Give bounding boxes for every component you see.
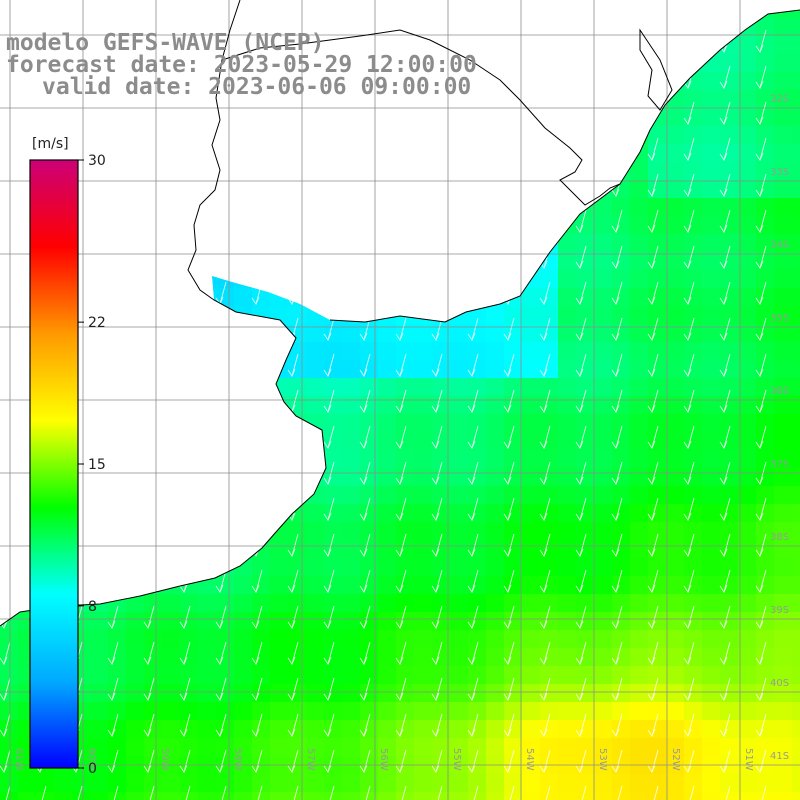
colorbar: [m/s] 30 22 15 8 0: [28, 128, 106, 777]
colorbar-tick-label: 22: [88, 315, 106, 331]
colorbar-gradient: [29, 159, 79, 769]
longitude-label: 57W: [305, 748, 316, 771]
longitude-label: 54W: [524, 748, 535, 771]
latitude-label: 41S: [770, 751, 789, 762]
latitude-label: 32S: [770, 94, 789, 105]
longitude-label: 52W: [670, 748, 681, 771]
latitude-label: 40S: [770, 678, 789, 689]
colorbar-tick-label: 0: [88, 761, 97, 777]
latitude-label: 37S: [770, 459, 789, 470]
valid-date: valid date: 2023-06-06 09:00:00: [42, 74, 472, 100]
longitude-label: 53W: [597, 748, 608, 771]
longitude-label: 61W: [13, 748, 24, 771]
colorbar-tick-label: 30: [88, 153, 106, 169]
latitude-label: 35S: [770, 313, 789, 324]
coastline-east: [221, 9, 800, 206]
coastline-river: [329, 183, 621, 323]
longitude-label: 56W: [378, 748, 389, 771]
forecast-date: forecast date: 2023-05-29 12:00:00: [6, 52, 477, 78]
latitude-label: 38S: [770, 532, 789, 543]
colorbar-tick-label: 8: [88, 599, 97, 615]
longitude-label: 55W: [451, 748, 462, 771]
longitude-label: 60W: [86, 748, 97, 771]
longitude-label: 51W: [743, 748, 754, 771]
colorbar-tick-label: 15: [88, 457, 106, 473]
latitude-labels: 32S 33S 34S 35S 36S 37S 38S 39S 40S 41S: [770, 94, 789, 762]
longitude-labels: 61W 60W 59W 58W 57W 56W 55W 54W 53W 52W 51W: [13, 748, 754, 771]
latitude-label: 36S: [770, 386, 789, 397]
model-title: modelo GEFS-WAVE (NCEP): [6, 30, 325, 56]
coastline: [0, 0, 327, 627]
longitude-label: 59W: [159, 748, 170, 771]
latitude-label: 33S: [770, 167, 789, 178]
latitude-label: 39S: [770, 605, 789, 616]
lagoon: [639, 28, 673, 111]
colorbar-unit: [m/s]: [32, 136, 69, 152]
latitude-label: 34S: [770, 240, 789, 251]
longitude-label: 58W: [232, 748, 243, 771]
